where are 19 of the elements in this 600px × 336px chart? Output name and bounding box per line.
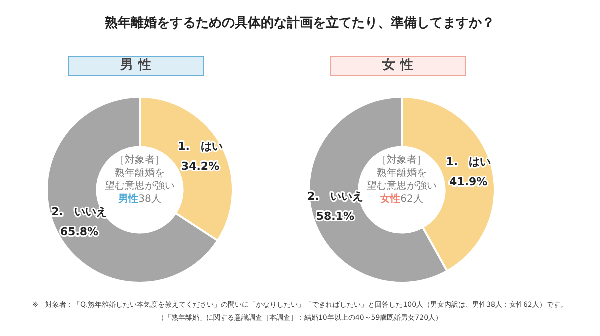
- data-label: 34.2%: [181, 160, 220, 174]
- text: 熟年離婚を: [115, 168, 165, 179]
- text: 38人: [138, 194, 162, 205]
- data-label: 58.1%: [316, 210, 354, 224]
- text: ［対象者］: [377, 155, 427, 166]
- data-label: 41.9%: [450, 176, 488, 189]
- slice-label: 1. はい: [178, 140, 223, 154]
- text: 女性: [380, 194, 401, 205]
- slice-label: 1. はい: [446, 156, 492, 169]
- text: 熟年離婚を: [377, 168, 427, 179]
- data-label: 65.8%: [60, 226, 99, 239]
- text: 62人: [400, 194, 424, 205]
- text: ［対象者］: [115, 155, 165, 166]
- text: 熟年離婚をするための具体的な計画を立てたり、準備してますか？: [104, 14, 496, 32]
- chart-subtitle: 女 性: [330, 56, 466, 76]
- chart-subtitle: 男 性: [68, 56, 204, 76]
- text: 望む意思が強い: [367, 181, 437, 192]
- text: 望む意思が強い: [104, 180, 176, 193]
- text: 男性: [118, 194, 139, 205]
